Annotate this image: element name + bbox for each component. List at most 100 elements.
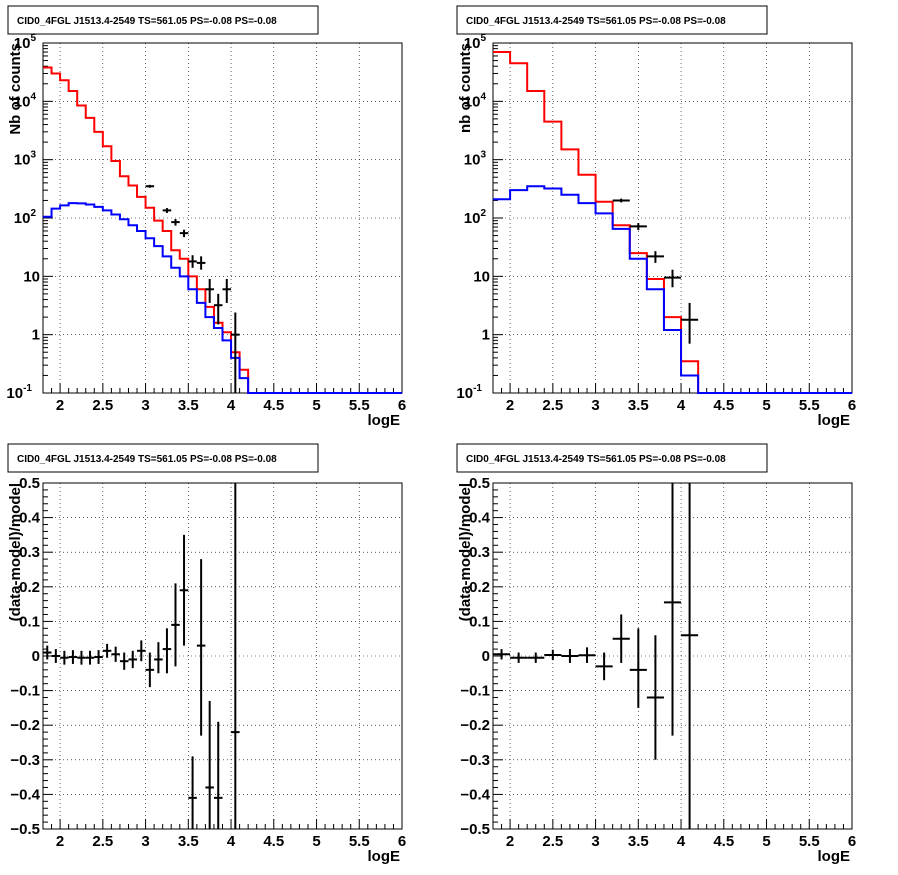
y-tick-label: −0.5 — [460, 821, 490, 838]
x-tick-label: 3 — [591, 397, 599, 414]
data-point — [51, 649, 61, 663]
data-point — [612, 614, 630, 663]
x-tick-label: 3.5 — [178, 833, 199, 850]
y-tick-label: 0.3 — [469, 544, 490, 561]
x-axis-title: logE — [368, 848, 401, 865]
data-point — [68, 650, 78, 664]
y-axis-title: (data-model)/model — [7, 483, 24, 621]
y-tick-label: −0.4 — [460, 786, 490, 803]
data-point — [231, 483, 240, 829]
x-tick-label: 5 — [762, 397, 770, 414]
y-tick-label: 0 — [32, 648, 40, 665]
y-tick-label: −0.3 — [460, 752, 490, 769]
y-tick-label: 10-1 — [456, 383, 482, 402]
y-tick-label: 105 — [14, 33, 37, 52]
data-point — [205, 279, 214, 303]
data-point — [544, 649, 562, 661]
y-tick-label: 10-1 — [6, 383, 32, 402]
x-tick-label: 2.5 — [92, 397, 113, 414]
x-tick-label: 3 — [141, 397, 149, 414]
y-tick-label: 1 — [32, 327, 40, 344]
y-tick-label: −0.1 — [460, 683, 490, 700]
data-point — [205, 700, 214, 829]
data-point — [162, 628, 172, 674]
data-point — [493, 649, 511, 660]
y-tick-label: 0.1 — [469, 613, 490, 630]
histogram-series-blue — [43, 202, 402, 394]
data-point — [681, 483, 699, 829]
y-axis-title: nb of counts — [457, 43, 474, 133]
data-point — [527, 652, 545, 663]
y-tick-label: 0.5 — [19, 475, 40, 492]
data-point — [510, 652, 528, 663]
chart-title: CID0_4FGL J1513.4-2549 TS=561.05 PS=-0.0… — [17, 454, 277, 465]
x-axis-title: logE — [818, 412, 851, 429]
data-point — [171, 219, 180, 226]
y-tick-label: 0.1 — [19, 613, 40, 630]
data-point — [612, 198, 630, 203]
data-point — [629, 628, 647, 708]
y-tick-label: 104 — [464, 91, 487, 110]
x-tick-label: 3.5 — [178, 397, 199, 414]
chart-panel-2: 2 2.5 3 3.5 4 4.5 5 5.5 6 10-1 1 10 102 103 104 105 logE… — [456, 5, 856, 429]
data-point — [196, 256, 206, 270]
data-point — [171, 583, 180, 667]
x-tick-label: 3 — [591, 833, 599, 850]
x-tick-label: 4 — [677, 833, 686, 850]
y-tick-label: 0.4 — [469, 510, 491, 527]
x-tick-label: 2 — [56, 833, 64, 850]
x-tick-label: 6 — [398, 833, 406, 850]
x-tick-label: 5.5 — [349, 833, 370, 850]
data-point — [60, 650, 69, 665]
x-tick-label: 4 — [227, 397, 236, 414]
x-tick-label: 5.5 — [349, 397, 370, 414]
y-tick-label: 0 — [482, 648, 490, 665]
chart-panel-3: 2 2.5 3 3.5 4 4.5 5 5.5 6 −0.5 −0.4 −0.3 −0.2 −0.1 0 0.… — [7, 443, 406, 865]
data-point — [629, 223, 647, 231]
data-point — [222, 279, 232, 303]
data-point — [145, 184, 155, 188]
x-tick-label: 3.5 — [628, 397, 649, 414]
y-tick-label: 0.2 — [469, 579, 490, 596]
x-tick-label: 2 — [506, 397, 514, 414]
y-tick-label: 105 — [464, 33, 487, 52]
chart-panel-1: 2 2.5 3 3.5 4 4.5 5 5.5 6 10-1 1 10 102 103 104 105 logE… — [6, 5, 406, 429]
x-tick-label: 4.5 — [263, 833, 284, 850]
data-point — [213, 721, 223, 829]
y-tick-label: 102 — [14, 208, 37, 227]
x-tick-label: 2.5 — [542, 397, 563, 414]
x-tick-label: 2 — [506, 833, 514, 850]
data-point — [646, 635, 664, 760]
data-point — [578, 647, 596, 663]
chart-panel-4: 2 2.5 3 3.5 4 4.5 5 5.5 6 −0.5 −0.4 −0.3 −0.2 −0.1 0 0.… — [456, 443, 856, 865]
data-point — [111, 646, 120, 662]
data-point — [595, 652, 613, 681]
x-tick-label: 2.5 — [92, 833, 113, 850]
y-tick-label: −0.3 — [10, 752, 40, 769]
data-point — [137, 640, 146, 662]
data-point — [681, 302, 699, 344]
y-tick-label: −0.5 — [10, 821, 40, 838]
title-box — [456, 443, 768, 473]
chart-title: CID0_4FGL J1513.4-2549 TS=561.05 PS=-0.0… — [466, 16, 726, 27]
x-tick-label: 5 — [312, 833, 320, 850]
x-tick-label: 4.5 — [263, 397, 284, 414]
y-tick-label: 102 — [464, 208, 487, 227]
x-tick-label: 5.5 — [799, 397, 820, 414]
x-tick-label: 4 — [677, 397, 686, 414]
y-tick-label: 103 — [464, 150, 487, 169]
data-point — [188, 255, 197, 268]
y-tick-label: −0.4 — [10, 786, 40, 803]
data-point — [663, 269, 682, 288]
y-tick-label: 103 — [14, 150, 37, 169]
x-tick-label: 5.5 — [799, 833, 820, 850]
data-point — [128, 650, 138, 669]
data-point — [94, 650, 103, 664]
data-point — [145, 652, 155, 688]
data-point — [663, 483, 682, 736]
x-tick-label: 5 — [312, 397, 320, 414]
data-point — [77, 650, 86, 665]
x-tick-label: 4 — [227, 833, 236, 850]
